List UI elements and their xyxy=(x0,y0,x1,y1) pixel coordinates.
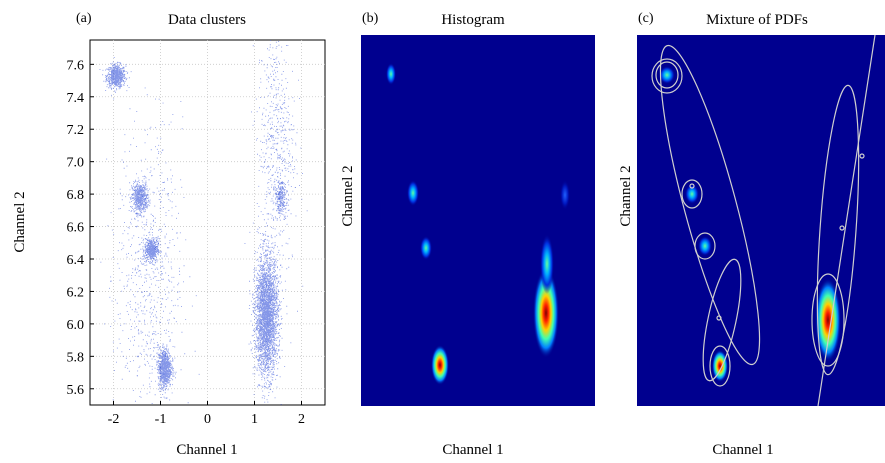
ellipse-wide-edge xyxy=(817,35,876,406)
panel-c-heatmap-background xyxy=(637,35,885,406)
scatter-cluster-4 xyxy=(248,219,292,405)
scatter-cluster-2 xyxy=(140,234,162,265)
pdf-blob-1 xyxy=(659,66,675,84)
panel-a-grid xyxy=(90,40,325,405)
hist-cell-cluster-2 xyxy=(407,180,419,206)
pdf-blob-4 xyxy=(712,350,728,382)
y-tick-label-2: 6.0 xyxy=(67,318,85,333)
hist-cell-cluster-3 xyxy=(420,236,432,260)
ellipse-small-2 xyxy=(839,225,845,231)
y-tick-label-4: 6.4 xyxy=(67,253,85,268)
panel-a-ticks: -2 -1 0 1 2 5.6 5.8 6.0 6.2 6.4 6.6 6.8 7.0 7.2 7.4 7.6 xyxy=(67,58,306,427)
panel-b-ylabel: Channel 2 xyxy=(340,165,356,226)
scatter-cluster-3 xyxy=(153,332,176,399)
pdf-blob-5 xyxy=(815,278,841,362)
panel-c-covariance-ellipses xyxy=(651,35,876,406)
panel-a-ylabel: Channel 2 xyxy=(12,191,28,252)
y-tick-label-8: 7.2 xyxy=(67,123,85,138)
panel-b-title: Histogram xyxy=(441,12,505,28)
panel-b-label: (b) xyxy=(362,11,379,26)
panel-b: (b) Histogram Channel 1 Channel 2 xyxy=(340,11,595,458)
x-tick-label-0: -2 xyxy=(108,412,120,427)
pdf-blob-2 xyxy=(685,184,699,204)
panel-a: (a) Data clusters -2 -1 0 1 2 5.6 5.8 6.0 6.2 6.4… xyxy=(12,11,326,458)
ellipse-broad-left xyxy=(659,44,761,366)
x-tick-label-3: 1 xyxy=(251,412,258,427)
ellipse-small-4 xyxy=(716,315,722,321)
panel-c-label: (c) xyxy=(638,11,654,26)
hist-cell-cluster-5-tail xyxy=(540,234,554,294)
panel-a-scatter-points xyxy=(99,40,308,405)
scatter-cluster-0 xyxy=(99,57,132,100)
panel-b-heatmap-cells xyxy=(386,63,570,385)
y-tick-label-6: 6.8 xyxy=(67,188,85,203)
ellipse-5 xyxy=(811,273,845,367)
y-tick-label-10: 7.6 xyxy=(67,58,85,73)
ellipse-1-outer xyxy=(651,58,683,94)
y-tick-label-5: 6.6 xyxy=(67,221,85,236)
hist-cell-cluster-1 xyxy=(386,63,396,85)
x-tick-label-4: 2 xyxy=(298,412,305,427)
ellipse-middle xyxy=(702,258,742,382)
y-tick-label-9: 7.4 xyxy=(67,91,85,106)
hist-cell-cluster-6 xyxy=(560,180,570,210)
panel-c-ylabel: Channel 2 xyxy=(618,165,634,226)
y-tick-label-1: 5.8 xyxy=(67,350,85,365)
y-tick-label-3: 6.2 xyxy=(67,285,85,300)
panel-b-heatmap-background xyxy=(361,35,595,406)
ellipse-small-1 xyxy=(689,183,695,189)
panel-a-label: (a) xyxy=(76,11,92,26)
panel-a-xlabel: Channel 1 xyxy=(176,442,237,458)
panel-c-title: Mixture of PDFs xyxy=(706,12,808,28)
ellipse-2 xyxy=(681,179,703,209)
ellipse-small-3 xyxy=(859,153,865,159)
x-tick-label-2: 0 xyxy=(204,412,211,427)
hist-cell-cluster-4 xyxy=(431,345,449,385)
y-tick-label-0: 5.6 xyxy=(67,383,85,398)
panel-c: (c) Mixture of PDFs Channel 1 xyxy=(618,11,885,458)
pdf-blob-3 xyxy=(698,236,712,256)
ellipse-1-inner xyxy=(655,61,679,89)
panel-b-xlabel: Channel 1 xyxy=(442,442,503,458)
ellipse-broad-right xyxy=(816,84,860,376)
y-tick-label-7: 7.0 xyxy=(67,156,85,171)
panel-a-title: Data clusters xyxy=(168,12,246,28)
scatter-cluster-1 xyxy=(125,176,151,222)
panel-c-xlabel: Channel 1 xyxy=(712,442,773,458)
x-tick-label-1: -1 xyxy=(155,412,167,427)
ellipse-4 xyxy=(709,345,731,387)
